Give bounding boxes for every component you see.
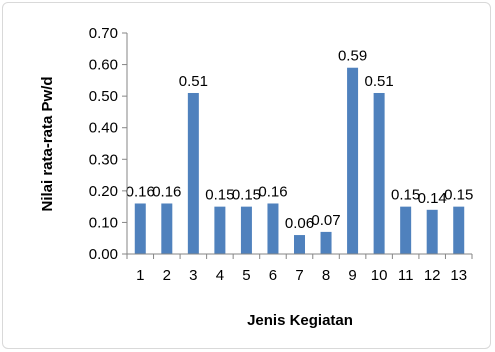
- y-tick-label: 0.30: [89, 151, 118, 168]
- bar-6: [267, 203, 279, 254]
- x-tick-label: 1: [136, 267, 144, 284]
- x-tick-label: 12: [424, 267, 441, 284]
- bar-1: [134, 203, 146, 254]
- bar-9: [347, 67, 359, 254]
- x-tick-label: 8: [322, 267, 330, 284]
- bar-4: [214, 206, 226, 254]
- data-label-3: 0.51: [179, 73, 208, 90]
- data-labels: 0.160.160.510.150.150.160.060.070.590.51…: [126, 48, 474, 232]
- x-tick-label: 9: [348, 267, 356, 284]
- data-label-6: 0.16: [258, 183, 287, 200]
- y-tick-label: 0.10: [89, 214, 118, 231]
- x-axis-title: Jenis Kegiatan: [247, 312, 353, 329]
- y-axis-title: Nilai rata-rata Pw/d: [39, 76, 56, 211]
- x-axis-ticks: 1 2 3 4 5 6 7 8 9 10 11 12 13: [126, 254, 473, 284]
- x-tick-label: 6: [269, 267, 277, 284]
- data-label-9: 0.59: [338, 48, 367, 65]
- x-tick-label: 7: [295, 267, 303, 284]
- data-label-5: 0.15: [232, 187, 261, 204]
- data-label-2: 0.16: [152, 183, 181, 200]
- bars: [134, 67, 465, 254]
- data-label-1: 0.16: [126, 183, 155, 200]
- y-axis-ticks: 0.00 0.10 0.20 0.30 0.40 0.50 0.60 0.70: [89, 25, 127, 263]
- bar-13: [453, 206, 465, 254]
- data-label-8: 0.07: [311, 212, 340, 229]
- bar-10: [373, 92, 385, 254]
- data-label-7: 0.06: [285, 215, 314, 232]
- y-tick-label: 0.50: [89, 88, 118, 105]
- x-tick-label: 13: [450, 267, 467, 284]
- x-tick-label: 3: [189, 267, 197, 284]
- data-label-11: 0.15: [391, 187, 420, 204]
- y-tick-label: 0.40: [89, 120, 118, 137]
- y-tick-label: 0.20: [89, 183, 118, 200]
- bar-5: [240, 206, 252, 254]
- y-tick-label: 0.70: [89, 25, 118, 42]
- x-tick-label: 11: [398, 267, 414, 284]
- data-label-12: 0.14: [418, 190, 447, 207]
- data-label-13: 0.15: [444, 187, 473, 204]
- bar-7: [294, 235, 305, 254]
- x-tick-label: 5: [242, 267, 250, 284]
- bar-8: [320, 231, 332, 254]
- data-label-4: 0.15: [205, 187, 234, 204]
- bar-2: [161, 203, 173, 254]
- data-label-10: 0.51: [365, 73, 394, 90]
- x-tick-label: 10: [371, 267, 388, 284]
- bar-12: [426, 209, 438, 254]
- bar-3: [187, 92, 199, 254]
- x-tick-label: 2: [163, 267, 171, 284]
- y-tick-label: 0.00: [89, 246, 118, 263]
- bar-11: [400, 206, 412, 254]
- y-tick-label: 0.60: [89, 57, 118, 74]
- chart-frame: [2, 2, 491, 349]
- x-tick-label: 4: [216, 267, 224, 284]
